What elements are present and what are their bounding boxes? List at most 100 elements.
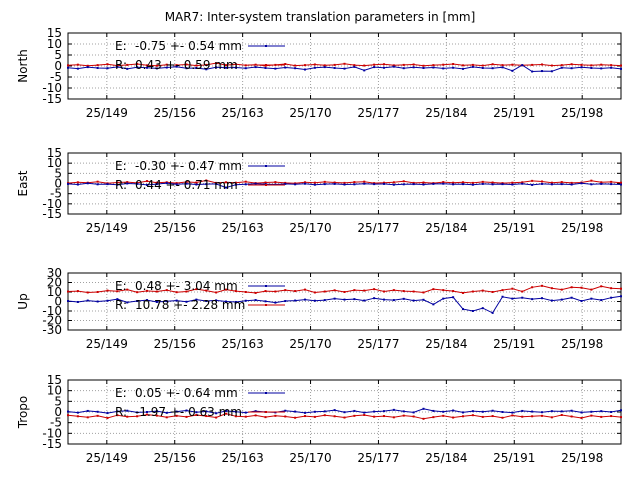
series-point-R xyxy=(234,63,237,66)
series-point-E xyxy=(304,411,306,414)
series-point-R xyxy=(294,290,297,293)
x-tick-label: 25/156 xyxy=(154,221,196,235)
y-tick-label: 10 xyxy=(47,37,62,51)
series-point-E xyxy=(343,183,346,186)
series-point-E xyxy=(363,69,366,72)
series-point-E xyxy=(254,182,257,185)
series-point-R xyxy=(225,181,227,184)
series-point-R xyxy=(96,291,99,293)
series-point-E xyxy=(185,182,188,185)
series-point-R xyxy=(205,289,208,292)
series-point-E xyxy=(600,410,603,413)
series-point-R xyxy=(452,181,455,184)
legend-name: E: xyxy=(115,386,127,400)
series-point-E xyxy=(560,183,563,186)
series-point-E xyxy=(343,411,346,414)
series-point-E xyxy=(136,300,139,303)
series-point-R xyxy=(284,289,287,292)
y-tick-label: 10 xyxy=(47,285,62,299)
series-point-E xyxy=(254,66,257,69)
series-point-R xyxy=(106,289,109,292)
series-point-E xyxy=(254,410,257,413)
series-point-E xyxy=(225,186,227,189)
series-point-R xyxy=(402,290,405,293)
series-point-R xyxy=(462,64,464,67)
x-tick-label: 25/170 xyxy=(289,451,331,465)
series-point-E xyxy=(313,299,316,302)
series-point-R xyxy=(383,290,385,293)
series-point-E xyxy=(541,182,543,185)
series-point-R xyxy=(195,181,198,184)
series-point-R xyxy=(610,180,613,183)
series-point-R xyxy=(610,64,613,67)
series-point-E xyxy=(284,182,287,185)
series-point-R xyxy=(116,290,119,293)
series-point-E xyxy=(155,410,158,413)
series-point-R xyxy=(531,63,534,66)
series-point-R xyxy=(560,413,563,416)
series-point-E xyxy=(323,183,326,186)
series-point-R xyxy=(402,180,405,183)
series-point-E xyxy=(185,67,188,70)
legend-name: R: xyxy=(115,405,127,419)
series-point-E xyxy=(116,65,119,68)
series-point-E xyxy=(146,299,148,302)
x-tick-label: 25/156 xyxy=(154,451,196,465)
series-point-E xyxy=(136,182,139,185)
series-point-E xyxy=(491,183,494,186)
series-point-E xyxy=(126,67,129,70)
y-tick-label: 10 xyxy=(47,384,62,398)
series-point-E xyxy=(67,182,69,185)
y-axis-label: Tropo xyxy=(16,396,30,430)
x-tick-label: 25/149 xyxy=(86,337,128,351)
series-point-E xyxy=(471,310,474,312)
series-point-R xyxy=(126,181,129,184)
series-point-E xyxy=(304,68,306,71)
series-point-E xyxy=(284,66,287,69)
x-tick-label: 25/177 xyxy=(357,106,399,120)
series-point-E xyxy=(600,67,603,70)
series-point-R xyxy=(106,63,109,66)
series-point-E xyxy=(580,66,583,69)
series-point-E xyxy=(294,67,297,70)
series-point-E xyxy=(165,66,168,69)
x-tick-label: 25/170 xyxy=(289,221,331,235)
series-point-R xyxy=(76,415,79,418)
series-point-R xyxy=(126,415,129,418)
series-point-E xyxy=(215,299,218,302)
series-point-R xyxy=(274,290,277,293)
series-point-E xyxy=(501,66,504,69)
series-point-R xyxy=(86,291,89,294)
series-point-E xyxy=(560,298,563,301)
y-tick-label: -10 xyxy=(42,426,62,440)
series-point-E xyxy=(234,410,237,413)
series-point-R xyxy=(550,64,553,67)
series-point-E xyxy=(284,300,287,303)
series-point-R xyxy=(550,287,553,290)
series-point-R xyxy=(136,291,139,294)
series-point-R xyxy=(570,286,573,289)
y-tick-label: 15 xyxy=(47,373,62,387)
series-point-R xyxy=(76,290,79,293)
series-point-R xyxy=(175,291,178,294)
series-point-E xyxy=(481,182,484,185)
series-point-R xyxy=(541,284,543,287)
series-point-E xyxy=(323,299,326,302)
series-point-E xyxy=(511,69,514,72)
series-point-R xyxy=(560,288,563,291)
series-point-R xyxy=(76,63,79,66)
series-point-R xyxy=(491,291,494,293)
series-point-E xyxy=(442,67,445,70)
series-point-R xyxy=(580,286,583,289)
y-tick-label: -15 xyxy=(42,92,62,106)
series-point-R xyxy=(531,286,534,289)
legend-stat: 10.78 +- 2.28 mm xyxy=(135,298,245,312)
series-point-R xyxy=(205,63,208,66)
series-point-E xyxy=(333,297,336,300)
legend-stat: -0.75 +- 0.54 mm xyxy=(135,39,242,53)
series-point-R xyxy=(304,415,306,418)
x-tick-label: 25/156 xyxy=(154,337,196,351)
series-point-E xyxy=(76,300,79,303)
legend-marker xyxy=(265,304,267,306)
series-point-E xyxy=(570,183,573,186)
